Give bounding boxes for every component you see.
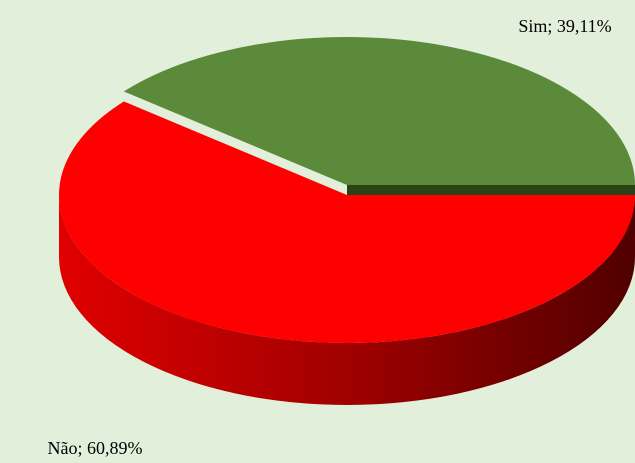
slice-side xyxy=(59,195,635,405)
pie-slice xyxy=(123,36,635,185)
data-label: Não; 60,89% xyxy=(48,438,143,458)
data-label: Sim; 39,11% xyxy=(518,16,611,36)
pie-slice xyxy=(59,101,635,343)
